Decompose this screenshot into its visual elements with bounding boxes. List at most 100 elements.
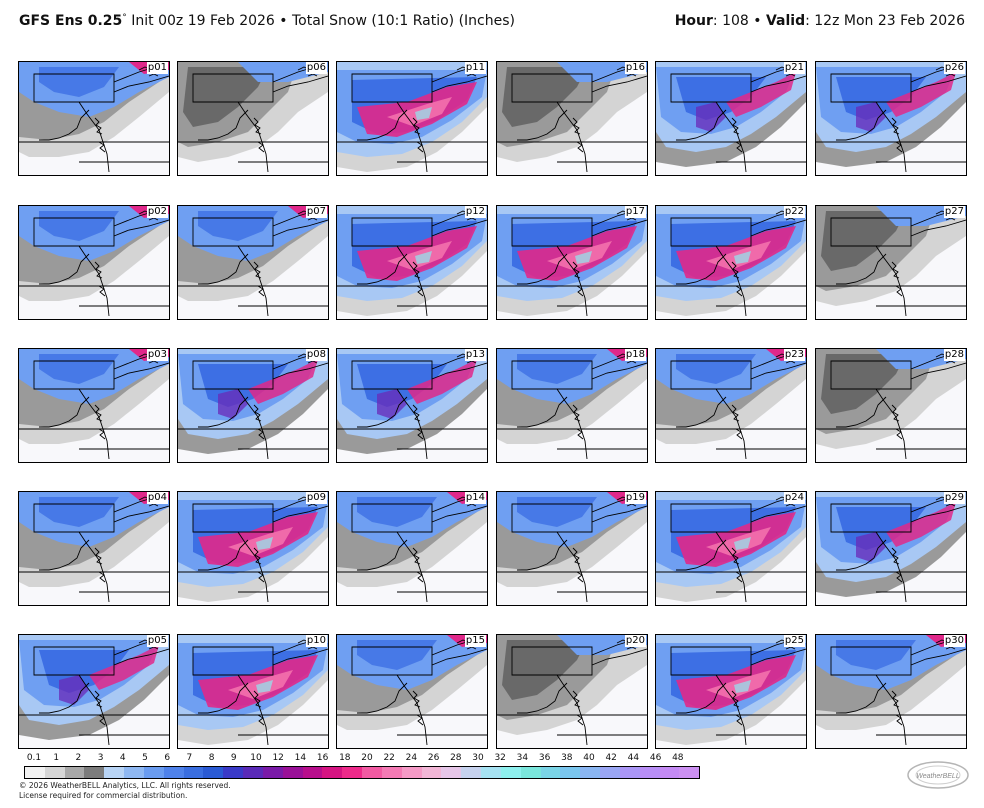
colorbar-swatch (282, 767, 303, 778)
colorbar-swatch (639, 767, 660, 778)
member-label: p05 (146, 635, 168, 647)
member-label: p24 (783, 492, 805, 504)
snowfall-map-p18 (497, 349, 647, 462)
colorbar-swatch (243, 767, 263, 778)
colorbar-swatch (461, 767, 482, 778)
colorbar-tick-label: 44 (627, 753, 640, 763)
ensemble-member-panel-p10: p10 (177, 634, 329, 749)
valid-value: : 12z Mon 23 Feb 2026 (805, 13, 965, 29)
colorbar-swatch (302, 767, 323, 778)
colorbar-tick-label: 32 (494, 753, 506, 763)
snowfall-map-p24 (656, 492, 806, 605)
colorbar-swatch (600, 767, 620, 778)
member-label: p25 (783, 635, 805, 647)
init-time: Init 00z 19 Feb 2026 (131, 13, 275, 29)
colorbar-swatch (203, 767, 224, 778)
colorbar-swatch (481, 767, 501, 778)
colorbar-tick-label: 5 (142, 753, 148, 763)
colorbar-tick-label: 34 (516, 753, 529, 763)
colorbar-swatch (362, 767, 382, 778)
snowfall-map-p10 (178, 635, 328, 748)
member-label: p23 (783, 349, 805, 361)
snowfall-map-p09 (178, 492, 328, 605)
colorbar-tick-label: 7 (186, 753, 193, 763)
ensemble-member-panel-p19: p19 (496, 491, 648, 606)
snowfall-map-p14 (337, 492, 487, 605)
ensemble-member-panel-p16: p16 (496, 61, 648, 176)
colorbar-swatch (163, 767, 184, 778)
colorbar-tick-label: 0.1 (26, 753, 42, 763)
license-line: License required for commercial distribu… (19, 790, 188, 800)
snowfall-map-p01 (19, 62, 169, 175)
colorbar (24, 766, 700, 779)
colorbar-swatch (64, 767, 85, 778)
member-label: p26 (943, 62, 965, 74)
colorbar-tick-label: 10 (250, 753, 262, 763)
snowfall-map-p11 (337, 62, 487, 175)
colorbar-tick-label: 42 (605, 753, 617, 763)
ensemble-member-panel-p18: p18 (496, 348, 648, 463)
ensemble-member-panel-p25: p25 (655, 634, 807, 749)
colorbar-swatch (262, 767, 283, 778)
colorbar-tick-label: 14 (294, 753, 307, 763)
ensemble-member-panel-p06: p06 (177, 61, 329, 176)
ensemble-member-panel-p17: p17 (496, 205, 648, 320)
member-label: p02 (146, 206, 168, 218)
ensemble-member-panel-p04: p04 (18, 491, 170, 606)
member-label: p22 (783, 206, 805, 218)
colorbar-swatch (679, 767, 700, 778)
valid-label: Valid (765, 13, 806, 29)
ensemble-member-panel-p05: p05 (18, 634, 170, 749)
ensemble-member-panel-p03: p03 (18, 348, 170, 463)
snowfall-map-p19 (497, 492, 647, 605)
ensemble-member-panel-p08: p08 (177, 348, 329, 463)
member-label: p12 (464, 206, 486, 218)
colorbar-swatch (441, 767, 462, 778)
ensemble-member-panel-p07: p07 (177, 205, 329, 320)
degree-symbol: ° (122, 13, 127, 23)
snowfall-map-p28 (816, 349, 966, 462)
snowfall-map-p03 (19, 349, 169, 462)
colorbar-swatch (560, 767, 581, 778)
member-label: p04 (146, 492, 168, 504)
snowfall-map-p23 (656, 349, 806, 462)
svg-text:WeatherBELL: WeatherBELL (916, 773, 960, 780)
ensemble-member-panel-p12: p12 (336, 205, 488, 320)
colorbar-swatch (44, 767, 65, 778)
colorbar-swatch (381, 767, 402, 778)
colorbar-swatch (421, 767, 442, 778)
copyright-line: © 2026 WeatherBELL Analytics, LLC. All r… (19, 781, 231, 790)
colorbar-swatch (500, 767, 521, 778)
ensemble-member-panel-p01: p01 (18, 61, 170, 176)
separator: • (279, 13, 288, 29)
colorbar-swatch (183, 767, 204, 778)
snowfall-map-p26 (816, 62, 966, 175)
chart-title: GFS Ens 0.25° Init 00z 19 Feb 2026 • Tot… (19, 13, 515, 29)
colorbar-tick-label: 36 (538, 753, 551, 763)
snowfall-map-p02 (19, 206, 169, 319)
snowfall-map-p22 (656, 206, 806, 319)
colorbar-swatch (619, 767, 640, 778)
member-label: p28 (943, 349, 965, 361)
ensemble-member-panel-p29: p29 (815, 491, 967, 606)
colorbar-tick-label: 24 (405, 753, 418, 763)
colorbar-tick-label: 8 (208, 753, 215, 763)
member-label: p08 (305, 349, 327, 361)
snowfall-map-p29 (816, 492, 966, 605)
colorbar-tick-label: 30 (472, 753, 484, 763)
copyright-footer: © 2026 WeatherBELL Analytics, LLC. All r… (19, 781, 231, 800)
colorbar-tick-label: 3 (97, 753, 104, 763)
colorbar-tick-label: 28 (450, 753, 462, 763)
hour-value: : 108 (712, 13, 749, 29)
field-name: Total Snow (10:1 Ratio) (Inches) (292, 13, 515, 29)
colorbar-tick-label: 9 (230, 753, 237, 763)
snowfall-map-p07 (178, 206, 328, 319)
snowfall-map-p15 (337, 635, 487, 748)
member-label: p10 (305, 635, 327, 647)
member-label: p11 (464, 62, 486, 74)
member-label: p06 (305, 62, 327, 74)
valid-time-header: Hour: 108 • Valid: 12z Mon 23 Feb 2026 (675, 13, 965, 29)
colorbar-swatch (580, 767, 601, 778)
colorbar-tick-label: 22 (383, 753, 395, 763)
colorbar-swatch (322, 767, 343, 778)
